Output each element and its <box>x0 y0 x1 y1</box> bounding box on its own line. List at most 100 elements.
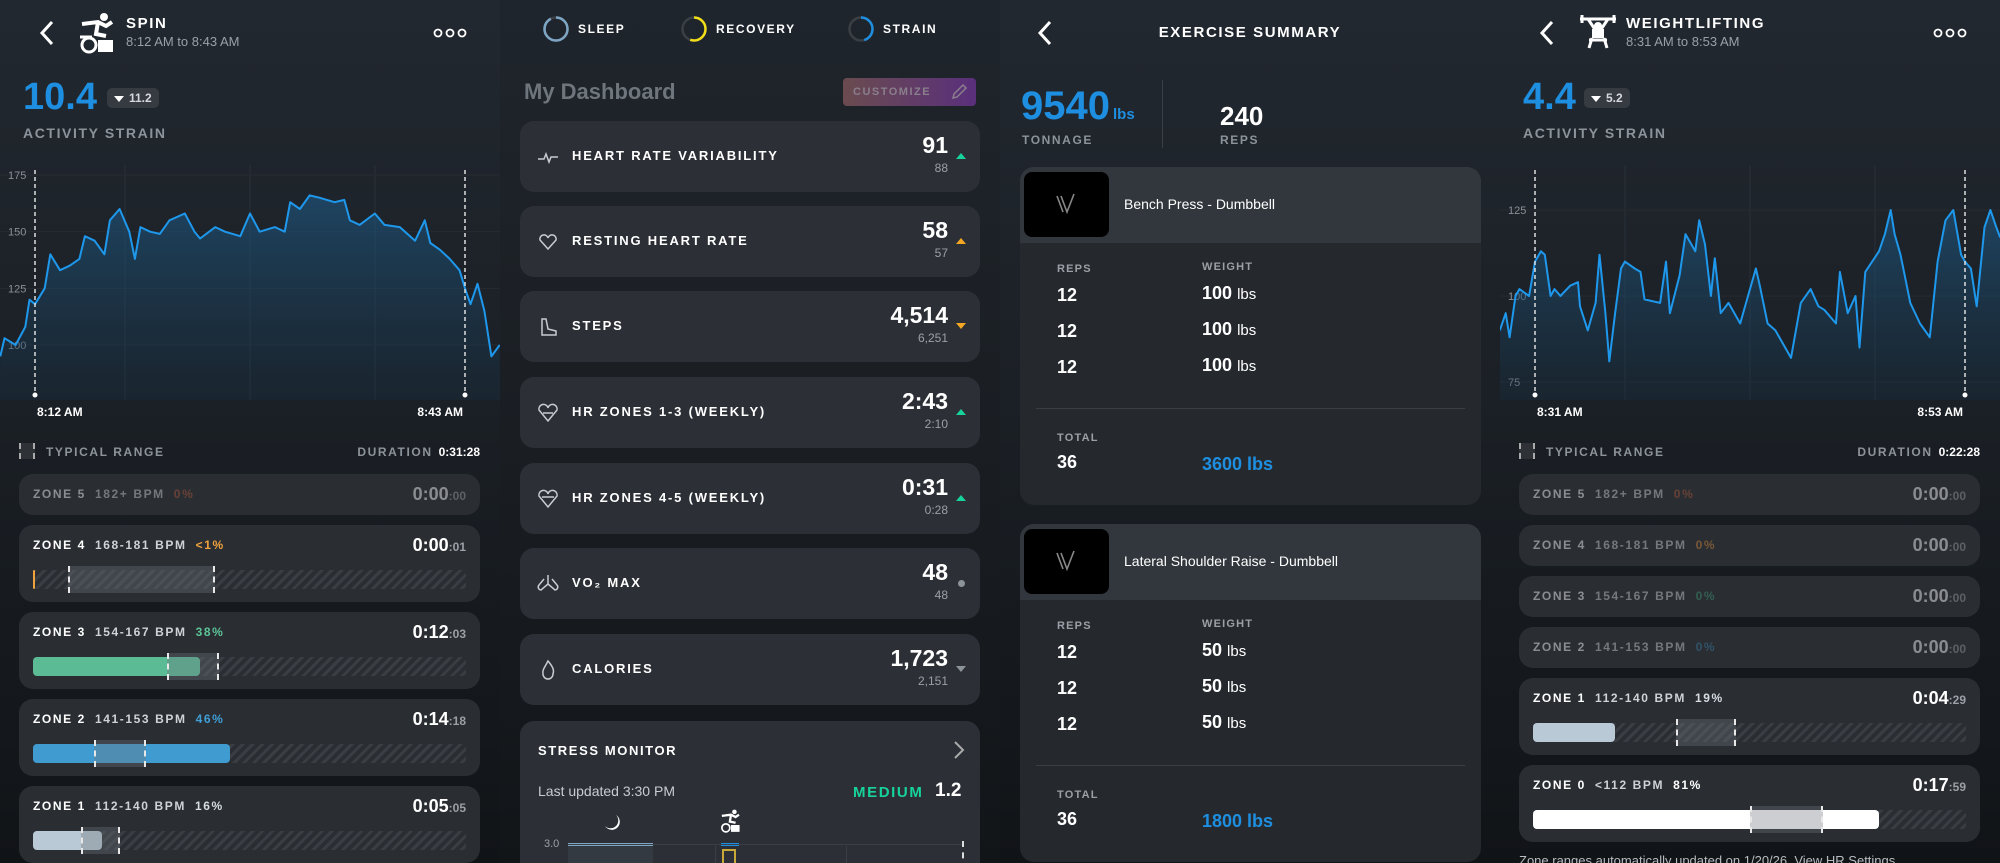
chevron-right-icon[interactable] <box>952 740 966 760</box>
set-reps: 12 <box>1057 285 1078 305</box>
zone-progress-bar <box>33 653 466 680</box>
zone-card-zone-3[interactable]: ZONE 3 154-167 BPM 0% 0:00:00 <box>1519 576 1980 617</box>
zone-bpm-range: 154-167 BPM <box>1594 589 1687 603</box>
zone-card-zone-3[interactable]: ZONE 3 154-167 BPM 38% 0:12:03 <box>19 612 480 689</box>
hr-line <box>1500 209 2000 363</box>
zone-header: ZONE 5 182+ BPM 0% <box>1533 487 1703 501</box>
tab-strain[interactable]: STRAIN <box>883 22 938 36</box>
exercise-card[interactable]: Lateral Shoulder Raise - Dumbbell REPS WEI… <box>1020 524 1481 862</box>
metric-value: 58 <box>922 217 948 243</box>
zone-time-seconds: :00 <box>448 489 466 503</box>
zone-time: 0:00:00 <box>1913 484 1966 505</box>
set-reps: 12 <box>1057 642 1078 662</box>
set-weight-value: 50 <box>1202 676 1223 696</box>
zone-card-zone-1[interactable]: ZONE 1 112-140 BPM 19% 0:04:29 <box>1519 678 1980 755</box>
stress-monitor-card[interactable]: STRESS MONITOR Last updated 3:30 PM MEDI… <box>520 721 980 863</box>
stress-last-updated: Last updated 3:30 PM <box>538 783 675 799</box>
tonnage-unit: lbs <box>1112 106 1135 123</box>
zone-card-zone-2[interactable]: ZONE 2 141-153 BPM 46% 0:14:18 <box>19 699 480 776</box>
zone-time: 0:14:18 <box>413 709 466 730</box>
metric-card[interactable]: HR ZONES 4-5 (WEEKLY) 0:31 0:28 <box>520 463 980 534</box>
divider <box>1036 408 1465 409</box>
zone-time-seconds: :29 <box>1948 693 1966 707</box>
zone-card-zone-4[interactable]: ZONE 4 168-181 BPM 0% 0:00:00 <box>1519 525 1980 566</box>
gridline <box>715 846 716 863</box>
metric-card[interactable]: HEART RATE VARIABILITY 91 88 <box>520 121 980 192</box>
metric-baseline: 48 <box>934 588 948 602</box>
zone-header: ZONE 0 <112 BPM 81% <box>1533 778 1711 792</box>
divider <box>1162 80 1163 148</box>
more-options-icon[interactable] <box>1932 27 1968 39</box>
set-weight: 100 lbs <box>1202 355 1256 376</box>
metric-card[interactable]: VO₂ MAX 48 48 <box>520 548 980 619</box>
zone-name: ZONE 2 <box>33 712 86 726</box>
spin-bike-icon <box>721 809 740 833</box>
zone-card-zone-5[interactable]: ZONE 5 182+ BPM 0% 0:00:00 <box>1519 474 1980 515</box>
shoe-icon <box>541 318 557 336</box>
set-weight-unit: lbs <box>1227 679 1247 696</box>
typical-range-label: TYPICAL RANGE <box>46 445 165 459</box>
metric-label: VO₂ MAX <box>572 575 642 590</box>
zone-name: ZONE 5 <box>33 487 86 501</box>
gridline <box>568 844 963 845</box>
metric-card[interactable]: STEPS 4,514 6,251 <box>520 291 980 362</box>
typical-range-icon <box>19 443 35 459</box>
strain-ring-icon[interactable] <box>847 15 875 43</box>
metric-label: CALORIES <box>572 661 654 676</box>
spin-activity-screen: SPIN 8:12 AM to 8:43 AM 10.4 11.2 ACTIVI… <box>0 0 500 863</box>
more-options-icon[interactable] <box>432 27 468 39</box>
heart-rate-chart: 125100758:31 AM8:53 AM <box>1500 165 2000 419</box>
zone-time-minutes: 0:17 <box>1912 775 1949 795</box>
hr-line <box>0 194 500 358</box>
start-time-label: 8:12 AM <box>37 405 83 419</box>
zone-card-zone-0[interactable]: ZONE 0 <112 BPM 81% 0:17:59 <box>1519 765 1980 842</box>
zone-percent: 16% <box>194 799 224 813</box>
recovery-ring-icon[interactable] <box>680 15 708 43</box>
back-chevron-icon[interactable] <box>1538 19 1556 47</box>
zone-ranges-footer[interactable]: Zone ranges automatically updated on 1/2… <box>1519 853 1896 863</box>
tab-sleep[interactable]: SLEEP <box>578 22 626 36</box>
exercise-card[interactable]: Bench Press - Dumbbell REPS WEIGHT 12 100 lb… <box>1020 167 1481 505</box>
zone-time: 0:00:00 <box>1913 535 1966 556</box>
hr-zones-list: ZONE 5 182+ BPM 0% 0:00:00 ZONE 4 168-181 BPM… <box>1519 474 1980 842</box>
reps-header: REPS <box>1057 263 1092 275</box>
zone-card-zone-2[interactable]: ZONE 2 141-153 BPM 0% 0:00:00 <box>1519 627 1980 668</box>
ring-progress <box>848 16 874 42</box>
tonnage-label: TONNAGE <box>1022 133 1093 147</box>
down-triangle-icon <box>114 95 124 102</box>
pencil-icon <box>951 83 968 100</box>
back-chevron-icon[interactable] <box>1036 19 1054 47</box>
set-reps: 12 <box>1057 321 1078 341</box>
metric-card[interactable]: HR ZONES 1-3 (WEEKLY) 2:43 2:10 <box>520 377 980 448</box>
zone-card-zone-5[interactable]: ZONE 5 182+ BPM 0% 0:00:00 <box>19 474 480 515</box>
previous-strain-badge: 11.2 <box>107 88 159 108</box>
metric-label: RESTING HEART RATE <box>572 233 749 248</box>
zone-bpm-range: 168-181 BPM <box>94 538 187 552</box>
metric-card[interactable]: CALORIES 1,723 2,151 <box>520 634 980 705</box>
zone-time: 0:17:59 <box>1913 775 1966 796</box>
customize-button[interactable]: CUSTOMIZE <box>843 78 976 106</box>
zone-bpm-range: <112 BPM <box>1594 778 1665 792</box>
zone-time: 0:00:00 <box>413 484 466 505</box>
down-triangle-icon <box>1591 95 1601 102</box>
zone-percent: 81% <box>1673 778 1702 792</box>
activity-strain-value: 10.4 <box>23 76 97 118</box>
total-label: TOTAL <box>1057 789 1099 801</box>
zone-card-zone-1[interactable]: ZONE 1 112-140 BPM 16% 0:05:05 <box>19 786 480 863</box>
now-marker <box>962 841 964 863</box>
zone-header: ZONE 2 141-153 BPM 46% <box>33 712 233 726</box>
activity-title: WEIGHTLIFTING <box>1626 15 1766 32</box>
zone-bpm-range: 182+ BPM <box>94 487 165 501</box>
tab-recovery[interactable]: RECOVERY <box>716 22 796 36</box>
flame-icon <box>542 659 555 680</box>
zone-time-minutes: 0:00 <box>1912 535 1949 555</box>
total-reps: 36 <box>1057 809 1078 829</box>
divider <box>1036 765 1465 766</box>
exercise-thumbnail <box>1024 529 1109 594</box>
back-chevron-icon[interactable] <box>38 19 56 47</box>
zone-progress-bar <box>1533 806 1966 833</box>
metric-card[interactable]: RESTING HEART RATE 58 57 <box>520 206 980 277</box>
zone-card-zone-4[interactable]: ZONE 4 168-181 BPM <1% 0:00:01 <box>19 525 480 602</box>
sleep-ring-icon[interactable] <box>542 15 570 43</box>
zone-percent: 0% <box>1695 589 1717 603</box>
